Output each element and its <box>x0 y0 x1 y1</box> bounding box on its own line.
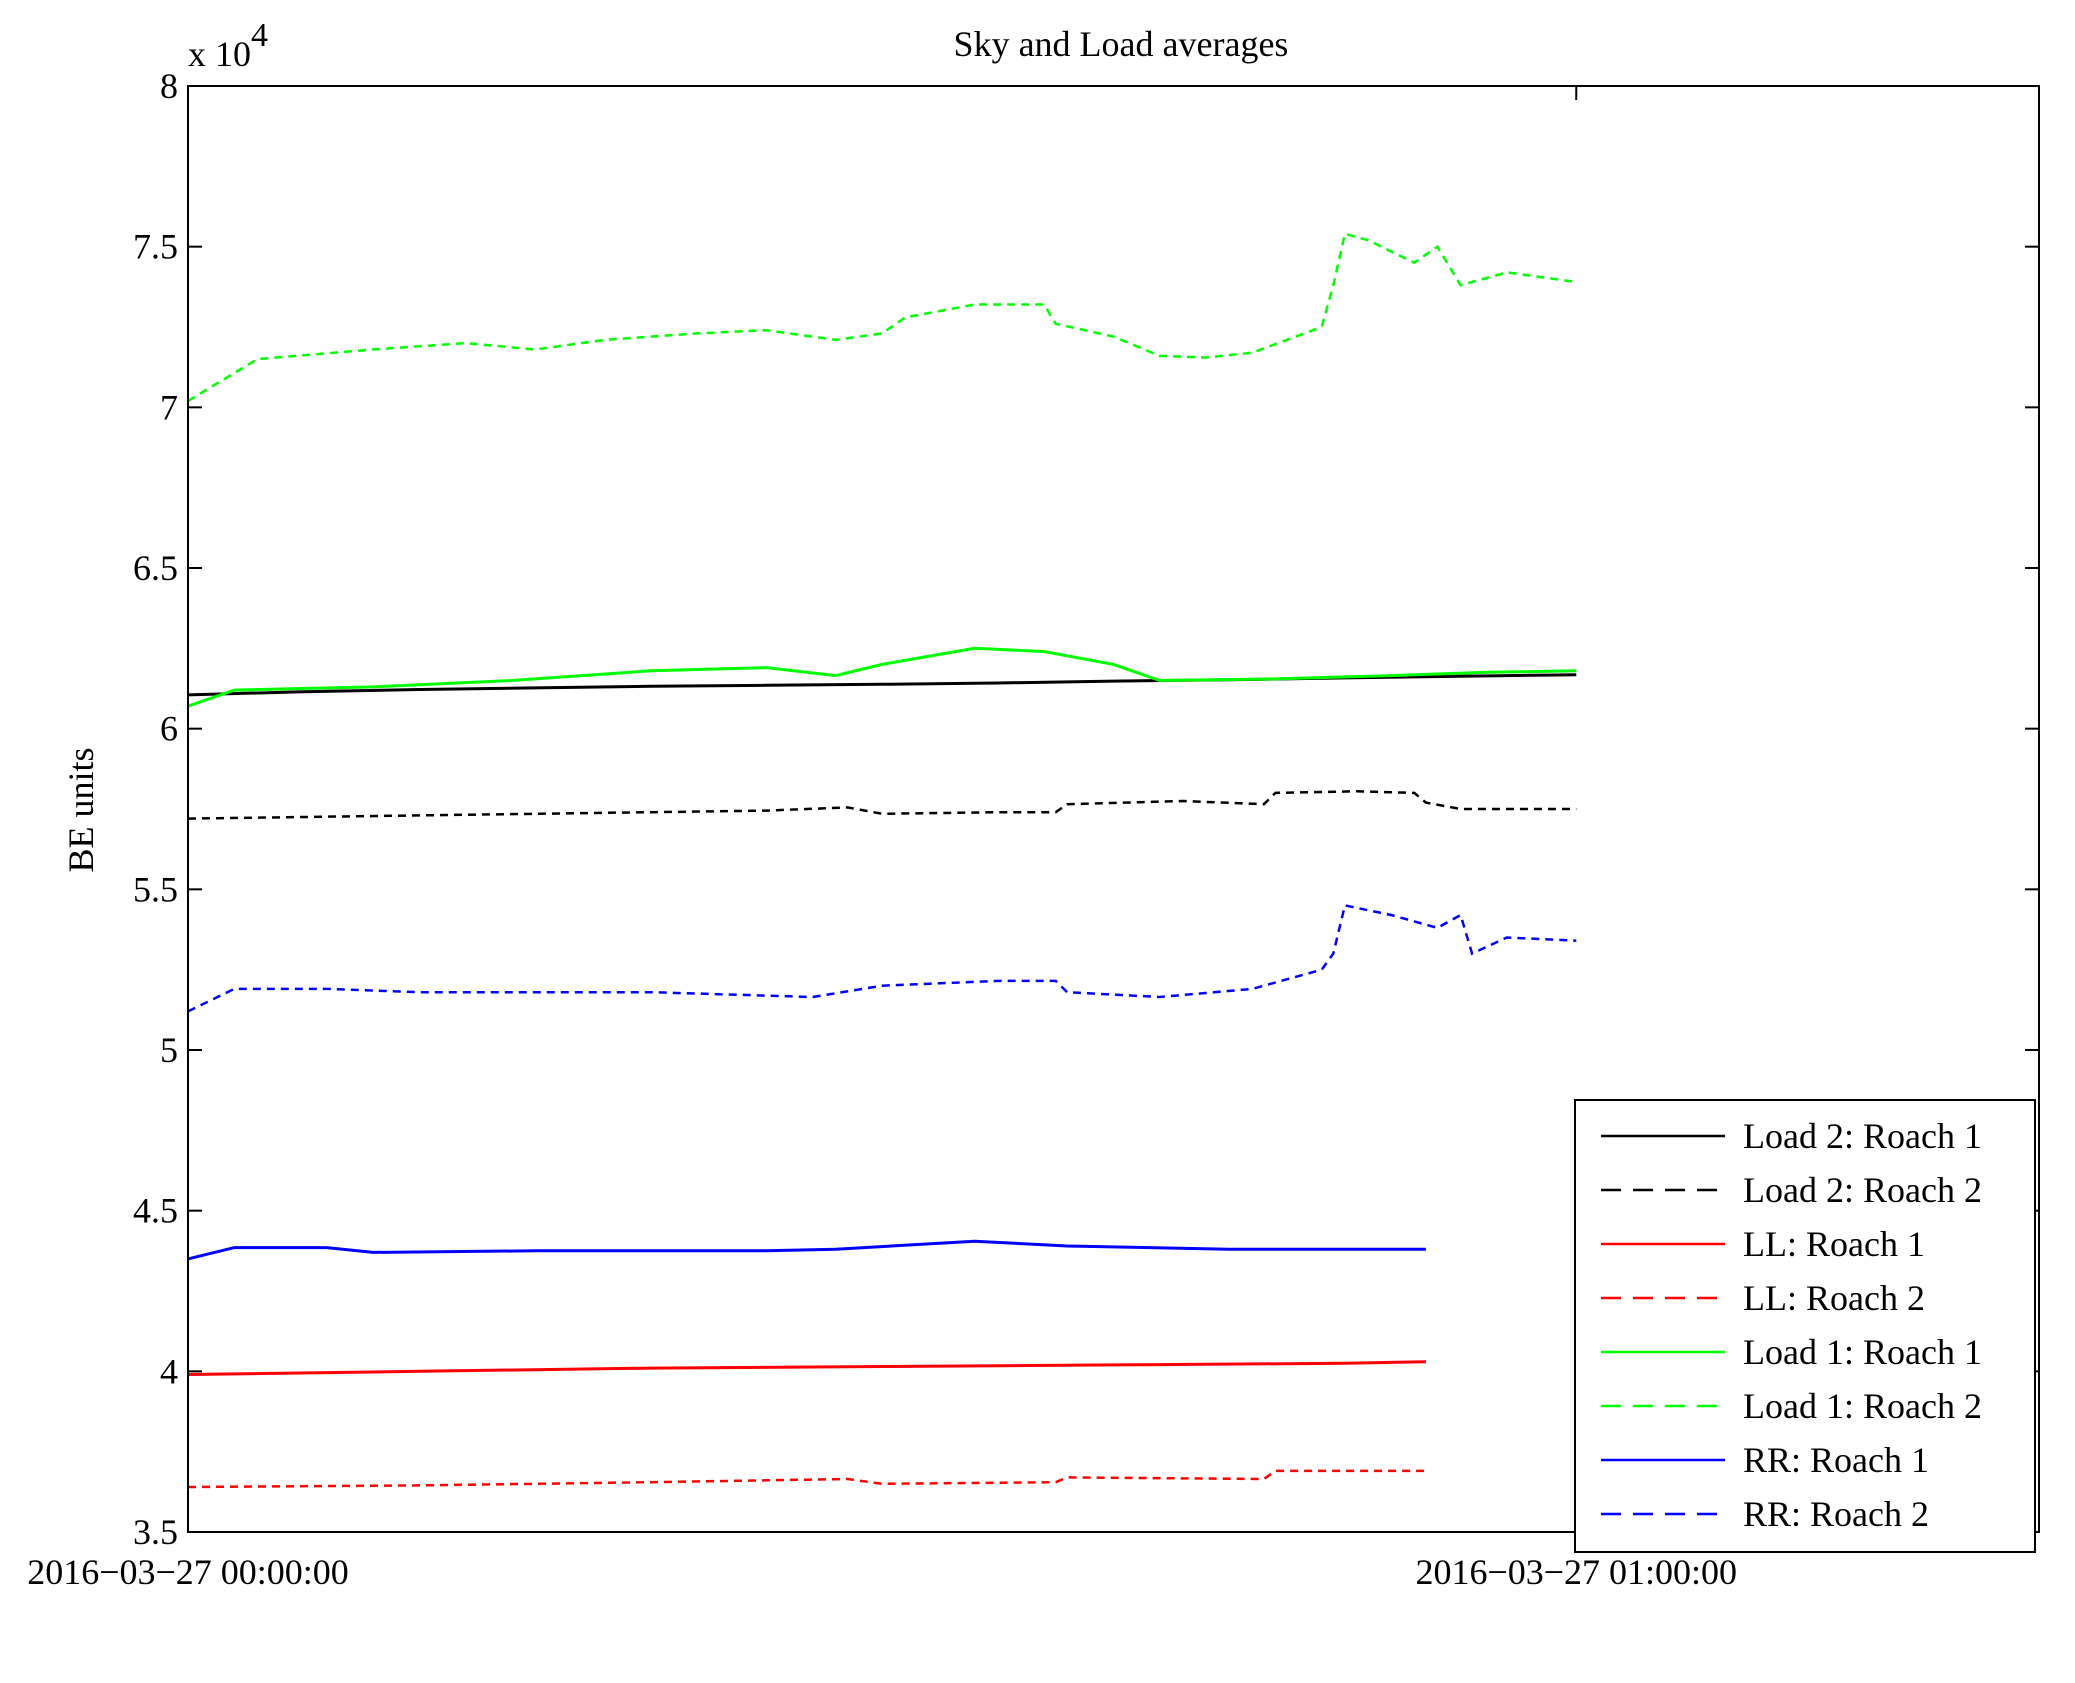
legend-label: RR: Roach 1 <box>1743 1440 1929 1480</box>
series-line-5 <box>187 232 1577 402</box>
axis-ticks: 3.5 4 4.5 5 5.5 6 6.5 7 7.5 8 2016−03−27 00:00:00 2… <box>27 66 2039 1592</box>
series-line-4 <box>187 646 1577 708</box>
y-axis-multiplier-exponent: 4 <box>251 17 268 54</box>
legend: Load 2: Roach 1 Load 2: Roach 2 LL: Roach … <box>1574 1099 2036 1553</box>
legend-label: Load 2: Roach 1 <box>1743 1116 1982 1156</box>
x-tick-label: 2016−03−27 01:00:00 <box>1415 1552 1737 1592</box>
y-tick-label: 4 <box>160 1351 178 1391</box>
y-tick-label: 6.5 <box>133 548 178 588</box>
legend-label: Load 2: Roach 2 <box>1743 1170 1982 1210</box>
y-tick-label: 5 <box>160 1030 178 1070</box>
legend-label: LL: Roach 1 <box>1743 1224 1925 1264</box>
y-axis-multiplier-base: x 10 <box>188 34 251 74</box>
series-lines <box>187 232 1577 1489</box>
y-axis-label: BE units <box>61 747 101 872</box>
y-tick-label: 6 <box>160 709 178 749</box>
legend-label: RR: Roach 2 <box>1743 1494 1929 1534</box>
x-tick-label: 2016−03−27 00:00:00 <box>27 1552 349 1592</box>
chart-title: Sky and Load averages <box>954 24 1289 64</box>
legend-label: Load 1: Roach 1 <box>1743 1332 1982 1372</box>
y-tick-label: 7 <box>160 387 178 427</box>
legend-box <box>1574 1099 2036 1553</box>
y-tick-label: 5.5 <box>133 869 178 909</box>
series-line-2 <box>187 1360 1426 1376</box>
plot-area-frame <box>187 85 2040 1533</box>
y-axis-multiplier: x 104 <box>188 17 268 74</box>
legend-label: LL: Roach 2 <box>1743 1278 1925 1318</box>
y-tick-label: 8 <box>160 66 178 106</box>
y-tick-label: 4.5 <box>133 1191 178 1231</box>
legend-label: Load 1: Roach 2 <box>1743 1386 1982 1426</box>
series-line-6 <box>187 1239 1426 1261</box>
series-line-3 <box>187 1469 1426 1489</box>
y-tick-label: 3.5 <box>133 1512 178 1552</box>
series-line-7 <box>187 903 1577 1013</box>
series-line-1 <box>187 790 1577 820</box>
y-tick-label: 7.5 <box>133 227 178 267</box>
